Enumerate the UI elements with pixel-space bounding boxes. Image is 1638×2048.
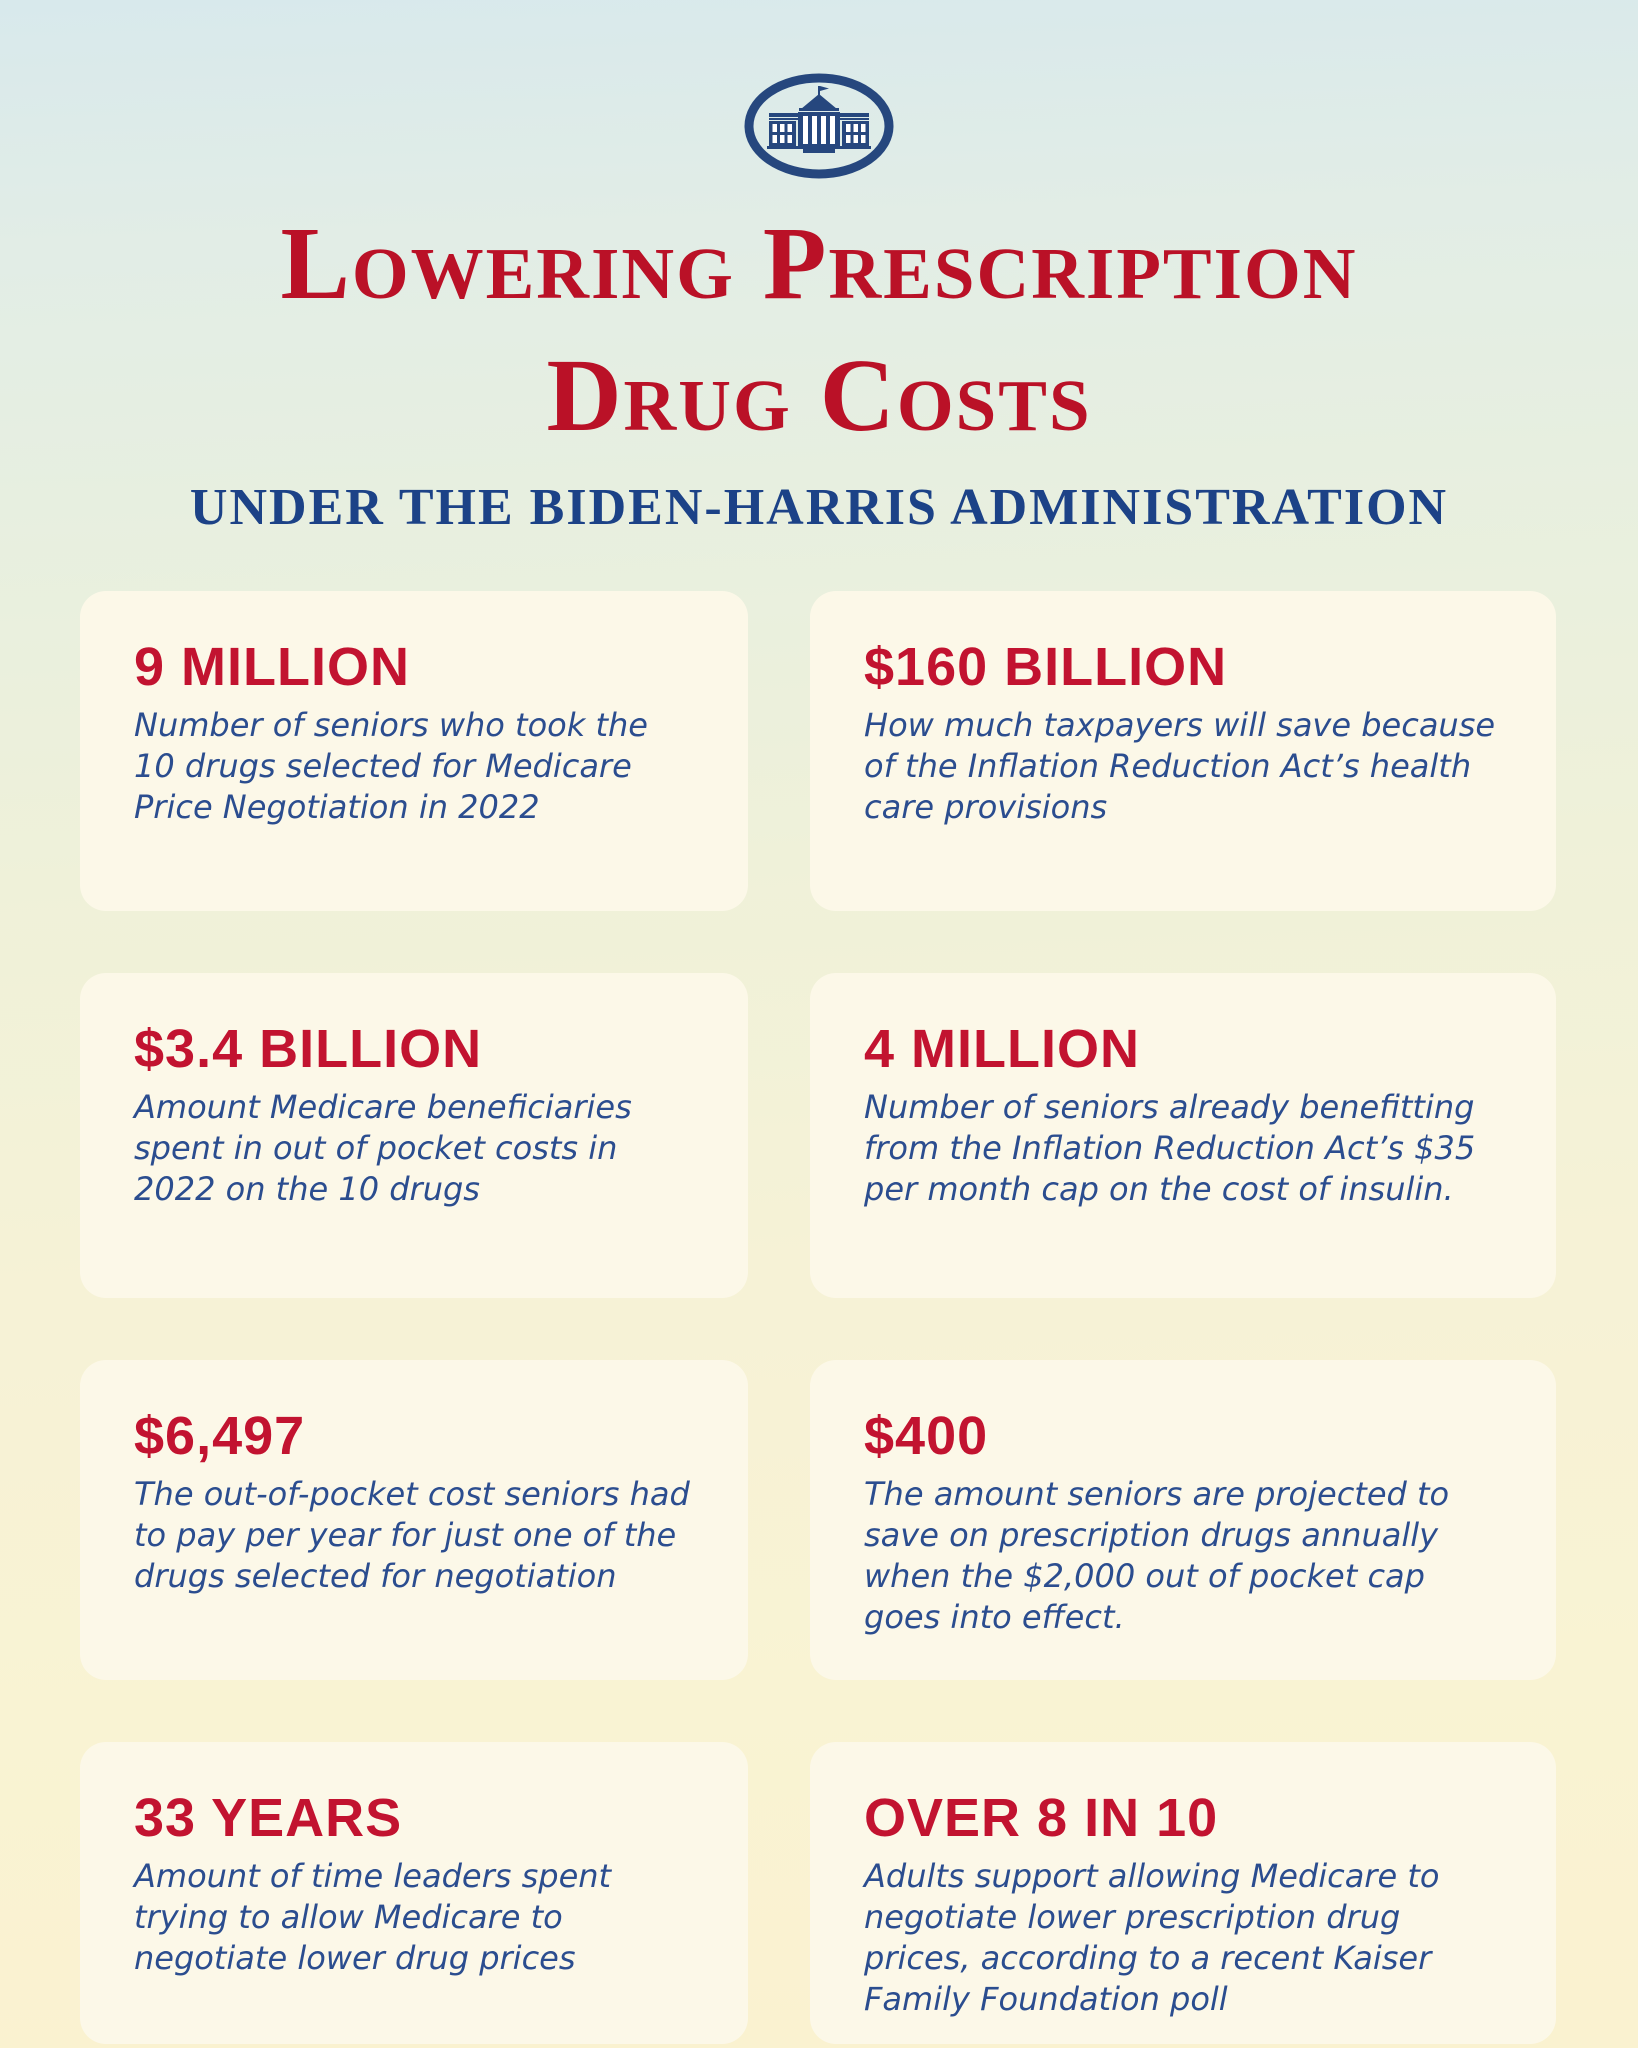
stat-value: 4 MILLION <box>864 1019 1140 1079</box>
logo <box>0 0 1638 184</box>
page-subtitle: UNDER THE BIDEN-HARRIS ADMINISTRATION <box>189 479 1449 536</box>
stat-description: Amount Medicare beneficiaries spent in o… <box>134 1088 632 1208</box>
stat-card: OVER 8 IN 10 Adults support allowing Med… <box>810 1742 1556 2044</box>
stat-card: 4 MILLION Number of seniors already bene… <box>810 973 1556 1298</box>
stat-card: $160 BILLION How much taxpayers will sav… <box>810 591 1556 911</box>
stat-value: 9 MILLION <box>134 637 410 697</box>
page-title: Lowering Prescription Drug Costs <box>0 198 1638 462</box>
stat-card: 9 MILLION Number of seniors who took the… <box>80 591 748 911</box>
stat-value: OVER 8 IN 10 <box>864 1788 1219 1848</box>
stat-description: Number of seniors already benefitting fr… <box>864 1088 1476 1208</box>
stat-card: 33 YEARS Amount of time leaders spent tr… <box>80 1742 748 2044</box>
stat-value: $400 <box>864 1406 989 1466</box>
stat-description: The out-of-pocket cost seniors had to pa… <box>134 1475 690 1595</box>
stat-value: $6,497 <box>134 1406 306 1466</box>
stat-card: $400 The amount seniors are projected to… <box>810 1360 1556 1680</box>
stats-grid: 9 MILLION Number of seniors who took the… <box>80 591 1558 2044</box>
stat-description: Amount of time leaders spent trying to a… <box>134 1857 612 1977</box>
white-house-icon <box>744 73 894 179</box>
stat-card: $6,497 The out-of-pocket cost seniors ha… <box>80 1360 748 1680</box>
stat-value: $160 BILLION <box>864 637 1228 697</box>
stat-description: Number of seniors who took the 10 drugs … <box>134 706 648 826</box>
stat-card: $3.4 BILLION Amount Medicare beneficiari… <box>80 973 748 1298</box>
stat-description: The amount seniors are projected to save… <box>864 1475 1450 1636</box>
title-line-2: Drug Costs <box>546 338 1092 453</box>
stat-description: How much taxpayers will save because of … <box>864 706 1496 826</box>
stat-description: Adults support allowing Medicare to nego… <box>864 1857 1440 2018</box>
title-line-1: Lowering Prescription <box>280 206 1358 321</box>
stat-value: 33 YEARS <box>134 1788 403 1848</box>
stat-value: $3.4 BILLION <box>134 1019 483 1079</box>
